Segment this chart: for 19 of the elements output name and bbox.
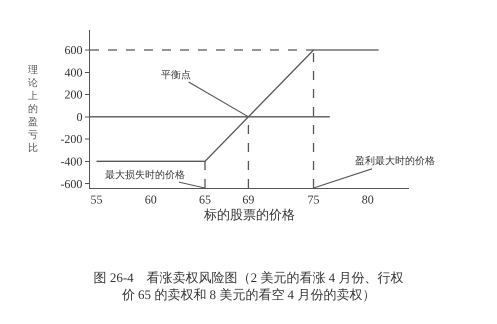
annotation: 最大损失时的价格 xyxy=(105,169,185,181)
x-tick-label: 65 xyxy=(199,192,212,207)
y-tick-label: -600 xyxy=(60,176,82,191)
y-tick-label: -400 xyxy=(60,154,82,168)
x-tick-label: 69 xyxy=(242,192,254,207)
x-tick-label: 60 xyxy=(144,192,157,207)
text: 图 26-4 看涨卖权风险图（2 美元的看涨 4 月份、行权价 65 的卖权和 8 美元的看空 4 月份的卖权） xyxy=(94,270,404,302)
x-tick-label: 55 xyxy=(90,192,103,207)
x-axis-title: 标的股票的价格 xyxy=(203,207,295,222)
x-tick-label: 80 xyxy=(362,192,374,207)
y-tick-label: -200 xyxy=(60,132,82,146)
y-tick-label: 400 xyxy=(64,65,82,80)
y-tick-label: 0 xyxy=(76,110,82,124)
y-tick-label: 600 xyxy=(64,43,82,58)
x-tick-label: 75 xyxy=(308,192,320,207)
annotation: 盈利最大时的价格 xyxy=(355,155,435,167)
y-axis-title: 理论上的盈亏比 xyxy=(28,65,38,154)
y-tick-label: 200 xyxy=(64,88,82,102)
annotation: 平衡点 xyxy=(161,69,191,81)
